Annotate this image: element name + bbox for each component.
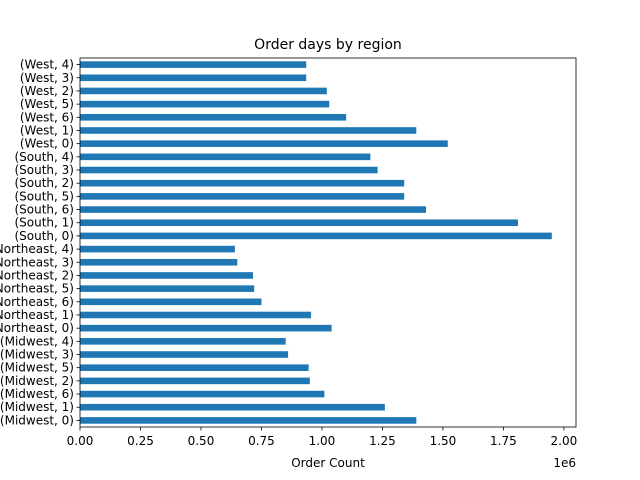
y-tick-label-17: (South, 5) bbox=[14, 189, 74, 203]
bar-2 bbox=[80, 390, 325, 398]
chart-title: Order days by region bbox=[254, 37, 402, 53]
x-tick-label-7: 1.75 bbox=[490, 434, 517, 448]
bar-23 bbox=[80, 114, 347, 121]
bar-0 bbox=[80, 417, 417, 424]
bar-27 bbox=[80, 61, 307, 68]
bar-10 bbox=[80, 285, 255, 292]
x-axis-label: Order Count bbox=[291, 456, 365, 470]
y-tick-label-18: (South, 2) bbox=[14, 176, 74, 190]
x-tick-label-4: 1.00 bbox=[309, 434, 336, 448]
x-tick-label-8: 2.00 bbox=[551, 434, 578, 448]
bar-3 bbox=[80, 377, 310, 385]
y-tick-label-15: (South, 1) bbox=[14, 216, 74, 230]
y-tick-label-20: (South, 4) bbox=[14, 150, 74, 164]
y-tick-label-5: (Midwest, 3) bbox=[0, 348, 74, 362]
x-tick-label-6: 1.50 bbox=[430, 434, 457, 448]
y-tick-label-4: (Midwest, 5) bbox=[0, 361, 74, 375]
y-tick-label-7: (Northeast, 0) bbox=[0, 321, 74, 335]
y-tick-label-22: (West, 1) bbox=[20, 123, 74, 137]
y-tick-label-16: (South, 6) bbox=[14, 203, 74, 217]
bar-18 bbox=[80, 179, 405, 187]
y-tick-label-24: (West, 5) bbox=[20, 97, 74, 111]
bar-5 bbox=[80, 351, 289, 358]
bar-25 bbox=[80, 87, 327, 95]
bar-14 bbox=[80, 232, 552, 240]
bar-1 bbox=[80, 403, 385, 411]
y-tick-label-0: (Midwest, 0) bbox=[0, 413, 74, 427]
bar-13 bbox=[80, 245, 235, 253]
plot-frame bbox=[79, 57, 577, 428]
y-tick-label-6: (Midwest, 4) bbox=[0, 334, 74, 348]
x-axis-multiplier: 1e6 bbox=[553, 456, 576, 470]
x-tick-label-1: 0.25 bbox=[127, 434, 154, 448]
bar-20 bbox=[80, 153, 371, 161]
bar-4 bbox=[80, 364, 309, 371]
y-tick-label-2: (Midwest, 6) bbox=[0, 387, 74, 401]
bar-8 bbox=[80, 311, 312, 319]
bar-19 bbox=[80, 166, 378, 174]
bar-17 bbox=[80, 193, 405, 200]
bar-21 bbox=[80, 140, 448, 147]
y-tick-label-12: (Northeast, 3) bbox=[0, 255, 74, 269]
bar-26 bbox=[80, 74, 307, 82]
y-tick-label-27: (West, 4) bbox=[20, 58, 74, 72]
y-tick-label-8: (Northeast, 1) bbox=[0, 308, 74, 322]
y-tick-label-3: (Midwest, 2) bbox=[0, 374, 74, 388]
bar-15 bbox=[80, 219, 518, 227]
bar-9 bbox=[80, 298, 262, 306]
y-tick-label-25: (West, 2) bbox=[20, 84, 74, 98]
bars-group bbox=[80, 61, 552, 424]
y-tick-label-23: (West, 6) bbox=[20, 110, 74, 124]
x-tick-label-0: 0.00 bbox=[67, 434, 94, 448]
y-tick-label-14: (South, 0) bbox=[14, 229, 74, 243]
bar-6 bbox=[80, 338, 286, 345]
bar-11 bbox=[80, 272, 253, 279]
x-tick-label-3: 0.75 bbox=[248, 434, 275, 448]
y-tick-label-26: (West, 3) bbox=[20, 71, 74, 85]
y-tick-label-10: (Northeast, 5) bbox=[0, 282, 74, 296]
y-tick-label-9: (Northeast, 6) bbox=[0, 295, 74, 309]
x-tick-label-2: 0.50 bbox=[188, 434, 215, 448]
y-tick-label-1: (Midwest, 1) bbox=[0, 400, 74, 414]
bar-12 bbox=[80, 258, 238, 266]
y-tick-label-19: (South, 3) bbox=[14, 163, 74, 177]
bar-16 bbox=[80, 206, 426, 213]
bar-24 bbox=[80, 100, 330, 108]
y-tick-label-13: (Northeast, 4) bbox=[0, 242, 74, 256]
y-tick-label-21: (West, 0) bbox=[20, 137, 74, 151]
x-axis-ticks: 0.00 0.25 0.50 0.75 1.00 1.25 1.50 1.75 2.00 bbox=[67, 427, 578, 448]
bar-22 bbox=[80, 127, 417, 134]
y-tick-label-11: (Northeast, 2) bbox=[0, 268, 74, 282]
y-axis-ticks: (Midwest, 0)(Midwest, 1)(Midwest, 6)(Mid… bbox=[0, 58, 80, 427]
x-tick-label-5: 1.25 bbox=[369, 434, 396, 448]
bar-7 bbox=[80, 324, 332, 332]
